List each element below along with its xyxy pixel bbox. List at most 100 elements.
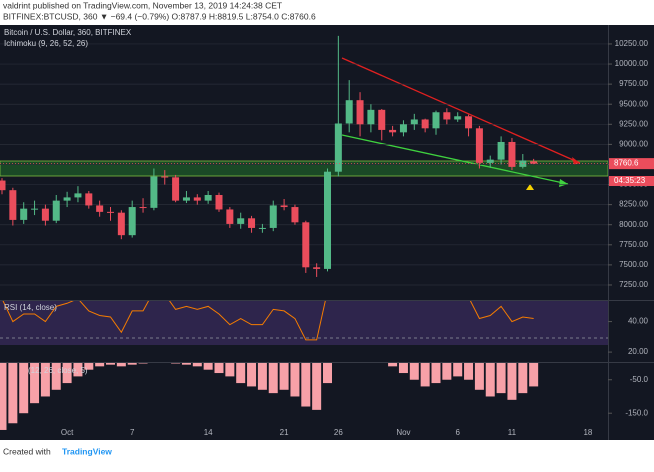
histogram-bar xyxy=(474,363,484,390)
histogram-bar xyxy=(290,363,300,397)
histogram-bar xyxy=(116,363,126,367)
candle-body xyxy=(313,267,321,269)
candle-body xyxy=(378,109,386,130)
histogram-bar xyxy=(62,363,72,384)
candle-body xyxy=(172,177,180,201)
countdown-box xyxy=(609,176,654,186)
histogram-bar xyxy=(301,363,311,407)
y-tick-label: 40.00 xyxy=(628,317,649,326)
candle-body xyxy=(139,207,147,209)
candle-body xyxy=(454,116,462,120)
chart-title: Bitcoin / U.S. Dollar, 360, BITFINEX xyxy=(4,28,132,37)
candle-body xyxy=(389,129,397,133)
x-tick-label: 18 xyxy=(583,428,592,437)
y-tick-label: 20.00 xyxy=(628,347,649,356)
histogram-bar xyxy=(8,363,18,424)
price-pane xyxy=(0,35,608,286)
candle-body xyxy=(291,207,299,223)
candle-body xyxy=(193,197,201,201)
arrow-head xyxy=(572,157,580,165)
y-tick-label: 7500.00 xyxy=(619,260,648,269)
y-tick-label: 9250.00 xyxy=(619,119,648,128)
candle-body xyxy=(269,205,277,228)
axes: Oct 7 14 21 26 Nov 6 11 18 7250.00 7500.00 7750.00 8… xyxy=(0,39,654,437)
histogram-bar xyxy=(388,363,398,367)
histogram-bar xyxy=(518,363,528,394)
candle-body xyxy=(248,218,256,228)
candle-body xyxy=(9,190,17,220)
histogram-bar xyxy=(431,363,441,384)
candle-body xyxy=(20,208,28,220)
candle-body xyxy=(475,128,483,163)
candle-body xyxy=(161,176,169,178)
histogram-bar xyxy=(51,363,61,390)
histogram-bar xyxy=(30,363,40,404)
candle-body xyxy=(226,209,234,224)
histogram-bar xyxy=(312,363,322,410)
histogram-bar xyxy=(279,363,289,390)
x-tick-label: 7 xyxy=(130,428,135,437)
x-tick-label: 11 xyxy=(508,428,517,437)
y-tick-label: 7750.00 xyxy=(619,240,648,249)
histogram-bar xyxy=(529,363,539,387)
candle-body xyxy=(367,109,375,125)
histogram-bar xyxy=(192,363,202,367)
histogram-bar xyxy=(464,363,474,380)
indicator-title: Ichimoku (9, 26, 52, 26) xyxy=(4,39,88,48)
histogram-bar xyxy=(409,363,419,380)
candle-body xyxy=(443,112,451,120)
x-tick-label: 21 xyxy=(280,428,289,437)
candle-body xyxy=(128,207,136,236)
x-tick-label: Oct xyxy=(61,428,74,437)
candle-body xyxy=(0,180,6,191)
rsi-band xyxy=(0,301,608,345)
candle-body xyxy=(31,208,39,210)
histogram-bar xyxy=(214,363,224,374)
candle-body xyxy=(96,205,104,212)
last-price-box xyxy=(609,158,654,170)
histogram-bar xyxy=(323,363,332,384)
y-tick-label: 9000.00 xyxy=(619,139,648,148)
candle-body xyxy=(399,124,407,133)
histogram-bar xyxy=(268,363,278,394)
candle-body xyxy=(52,200,60,221)
symbol-line: BITFINEX:BTCUSD, 360 ▼ −69.4 (−0.79%) O:… xyxy=(3,11,316,21)
candle-body xyxy=(258,227,266,229)
candle-body xyxy=(107,211,114,213)
rsi-title: RSI (14, close) xyxy=(4,303,57,312)
support-trendline xyxy=(341,134,569,185)
histogram-bar xyxy=(40,363,50,397)
footer-brand: TradingView xyxy=(62,446,112,456)
histogram-bar xyxy=(19,363,29,414)
y-tick-label: -50.0 xyxy=(630,375,649,384)
histogram-bar xyxy=(496,363,506,394)
candle-body xyxy=(324,171,331,269)
y-tick-label: 10250.00 xyxy=(615,39,649,48)
y-tick-label: 7250.00 xyxy=(619,280,648,289)
candle-body xyxy=(74,193,82,198)
x-tick-label: Nov xyxy=(396,428,410,437)
rsi-line xyxy=(2,301,534,341)
histogram-bar xyxy=(73,363,83,377)
histogram-bar xyxy=(181,363,191,365)
histogram-bar xyxy=(225,363,235,377)
y-tick-label: 9750.00 xyxy=(619,79,648,88)
candle-body xyxy=(204,194,212,201)
candle-body xyxy=(334,123,342,172)
countdown: 04:35:23 xyxy=(614,176,646,185)
y-tick-label: 10000.00 xyxy=(615,59,649,68)
candle-body xyxy=(182,197,190,201)
support-zone xyxy=(0,160,609,177)
y-tick-label: 9500.00 xyxy=(619,99,648,108)
histogram-bar xyxy=(127,363,137,365)
rsi-pane xyxy=(2,301,534,341)
candle-body xyxy=(150,176,158,208)
candle-body xyxy=(280,205,288,208)
candle-body xyxy=(63,197,71,201)
candle-body xyxy=(85,193,93,206)
candle-body xyxy=(302,222,310,268)
histogram-bar xyxy=(442,363,452,380)
histogram-bar xyxy=(420,363,430,387)
candle-body xyxy=(508,141,516,167)
